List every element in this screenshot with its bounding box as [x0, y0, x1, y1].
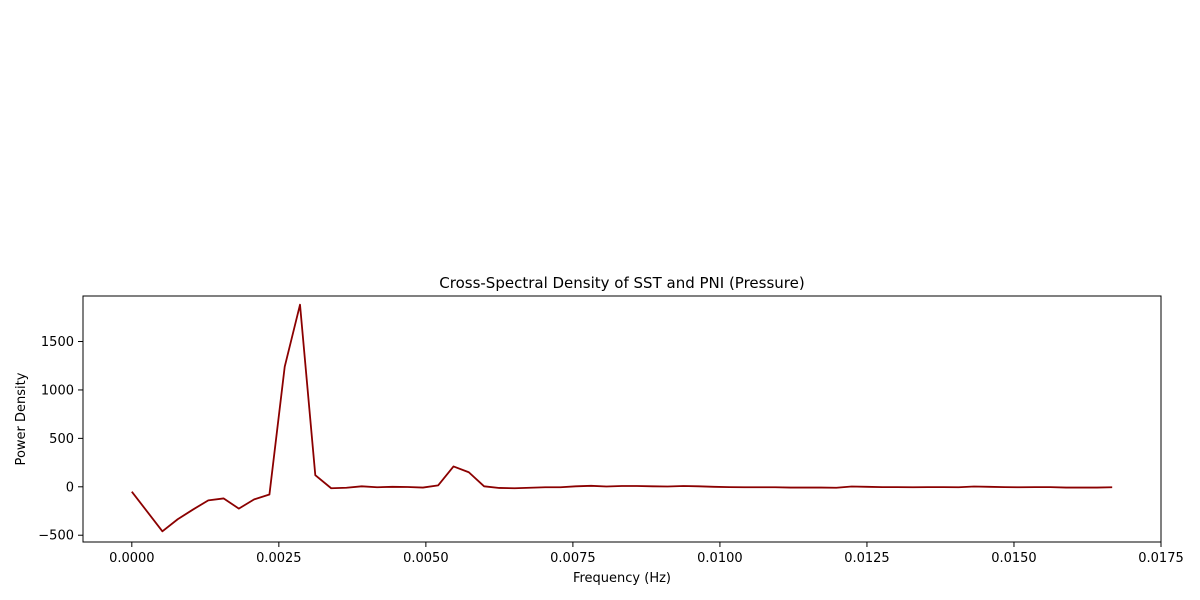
x-axis-label: Frequency (Hz)	[573, 571, 671, 586]
x-tick-label: 0.0175	[1138, 551, 1184, 566]
y-tick-label: 1000	[41, 383, 74, 398]
y-tick-label: 500	[49, 432, 74, 447]
x-tick-label: 0.0050	[403, 551, 449, 566]
y-axis-ticks: −500 0 500 1000 1500	[38, 335, 83, 544]
x-axis-ticks: 0.0000 0.0025 0.0050 0.0075 0.0100 0.0125 0.01…	[109, 542, 1184, 566]
y-axis-label: Power Density	[14, 372, 29, 465]
series-line	[131, 303, 1113, 533]
x-tick-label: 0.0150	[991, 551, 1037, 566]
plot-frame	[82, 295, 1162, 543]
y-tick-label: 1500	[41, 335, 74, 350]
x-tick-label: 0.0025	[256, 551, 302, 566]
x-tick-label: 0.0125	[844, 551, 890, 566]
y-tick-label: −500	[38, 529, 74, 544]
y-tick-label: 0	[66, 480, 74, 495]
chart-title: Cross-Spectral Density of SST and PNI (P…	[439, 274, 804, 292]
plot-area	[83, 296, 1161, 542]
x-tick-label: 0.0075	[550, 551, 596, 566]
x-tick-label: 0.0000	[109, 551, 155, 566]
x-tick-label: 0.0100	[697, 551, 743, 566]
